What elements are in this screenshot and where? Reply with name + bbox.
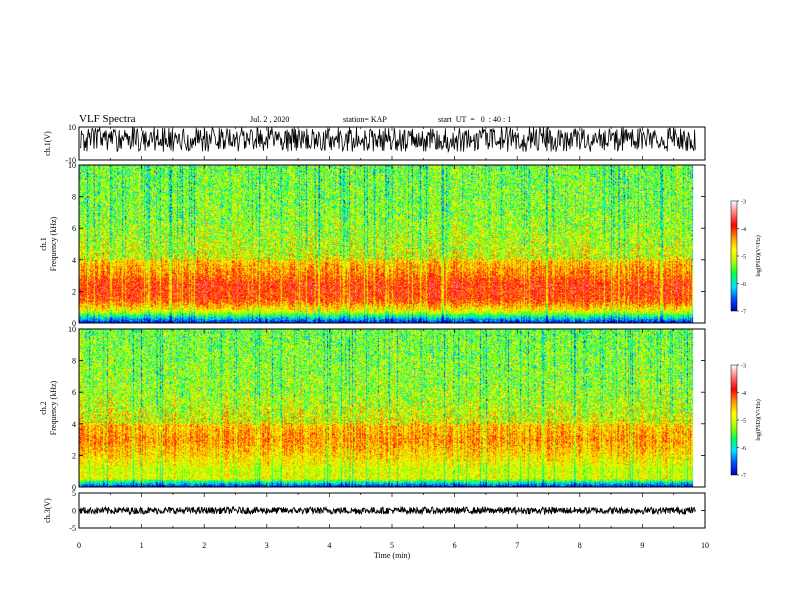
xtick-label-8: 8 xyxy=(578,541,582,550)
ytick-label-p0-0: 10 xyxy=(68,123,76,132)
xtick-label-7: 7 xyxy=(515,541,519,550)
colorbar-tick-label-2-2: -5 xyxy=(741,419,746,425)
spectrogram-image-ch2-spectrogram xyxy=(79,329,705,487)
colorbar-tick-label-2-3: -6 xyxy=(741,446,746,452)
xtick-label-6: 6 xyxy=(453,541,457,550)
ytick-label-p3-1: 0 xyxy=(72,507,76,516)
start-ut-label: start UT = 0 : 40 : 1 xyxy=(438,115,512,124)
ytick-label-p0-1: -10 xyxy=(65,156,76,165)
waveform-ch1-waveform xyxy=(79,126,696,154)
colorbar-tick-label-2-0: -3 xyxy=(741,364,746,370)
ytick-label-p1-2: 4 xyxy=(72,256,76,265)
colorbar-tick-label-1-1: -4 xyxy=(741,227,746,233)
xtick-label-4: 4 xyxy=(327,541,331,550)
ylabel-p2-1: Frequency (kHz) xyxy=(49,380,58,435)
xtick-label-0: 0 xyxy=(77,541,81,550)
trace-ch1-waveform xyxy=(79,126,696,154)
colorbar-tick-label-1-0: -3 xyxy=(741,200,746,206)
ylabel-p3: ch.3(V) xyxy=(43,498,52,523)
ytick-label-p1-3: 6 xyxy=(72,224,76,233)
spectrogram-image-ch1-spectrogram xyxy=(79,165,705,323)
ytick-label-p2-0: 0 xyxy=(72,483,76,492)
x-axis-label: Time (min) xyxy=(374,551,411,560)
ytick-label-p2-2: 4 xyxy=(72,420,76,429)
ytick-label-p2-1: 2 xyxy=(72,451,76,460)
colorbar-tick-label-1-3: -6 xyxy=(741,282,746,288)
colorbar-tick-label-1-4: -7 xyxy=(741,310,746,316)
date-label: Jul. 2 , 2020 xyxy=(250,115,290,124)
xtick-label-9: 9 xyxy=(640,541,644,550)
xtick-label-2: 2 xyxy=(202,541,206,550)
xtick-label-10: 10 xyxy=(701,541,709,550)
ylabel-p0: ch.1(V) xyxy=(43,131,52,156)
ytick-label-p1-1: 2 xyxy=(72,287,76,296)
xtick-label-1: 1 xyxy=(140,541,144,550)
waveform-ch3-waveform xyxy=(79,505,696,516)
colorbar-tick-label-1-2: -5 xyxy=(741,255,746,261)
ytick-label-p1-0: 0 xyxy=(72,319,76,328)
colorbar-tick-label-2-1: -4 xyxy=(741,391,746,397)
ytick-label-p1-4: 8 xyxy=(72,193,76,202)
ylabel-p1-1: Frequency (kHz) xyxy=(49,216,58,271)
colorbar-label-ch1-spectrogram: log(PSD)(V²/Hz) xyxy=(755,235,762,276)
xtick-label-3: 3 xyxy=(265,541,269,550)
ytick-label-p2-4: 8 xyxy=(72,357,76,366)
colorbar-label-ch2-spectrogram: log(PSD)(V²/Hz) xyxy=(755,399,762,440)
ytick-label-p1-5: 10 xyxy=(68,161,76,170)
ytick-label-p2-5: 10 xyxy=(68,325,76,334)
colorbar-ch2-spectrogram xyxy=(730,364,738,476)
ytick-label-p3-2: -5 xyxy=(69,524,76,533)
colorbar-tick-label-2-4: -7 xyxy=(741,474,746,480)
ytick-label-p3-0: 5 xyxy=(72,489,76,498)
trace-ch3-waveform xyxy=(79,505,696,516)
ylabel-p2-0: ch.2 xyxy=(39,401,48,415)
station-label: station= KAP xyxy=(343,115,387,124)
xtick-label-5: 5 xyxy=(390,541,394,550)
colorbar-ch1-spectrogram xyxy=(730,200,738,312)
ytick-label-p2-3: 6 xyxy=(72,388,76,397)
chart-title: VLF Spectra xyxy=(79,113,136,125)
ylabel-p1-0: ch.1 xyxy=(39,237,48,251)
